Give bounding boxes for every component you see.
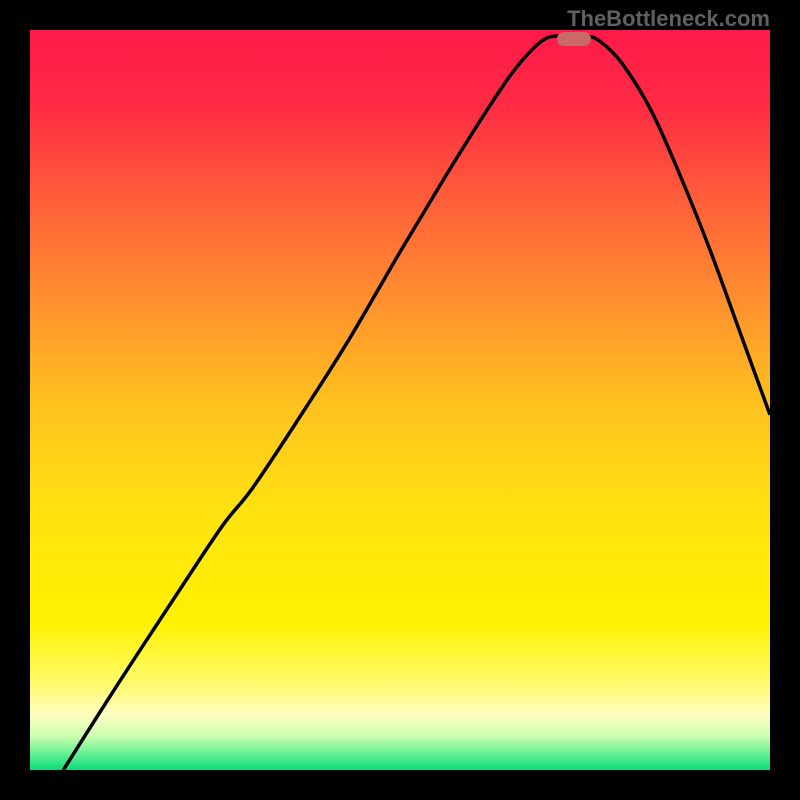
gradient-background xyxy=(30,30,770,770)
bottleneck-chart xyxy=(30,30,770,770)
optimum-marker xyxy=(557,32,590,45)
watermark-text: TheBottleneck.com xyxy=(567,6,770,32)
